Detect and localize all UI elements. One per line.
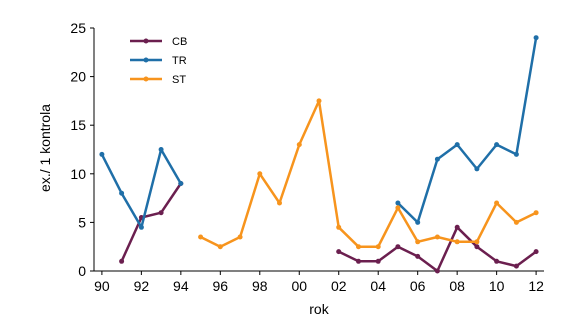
data-point-cb bbox=[474, 244, 480, 250]
legend-marker-st bbox=[143, 76, 149, 82]
y-tick-label: 5 bbox=[78, 214, 86, 230]
data-point-st bbox=[494, 200, 500, 206]
x-tick-label: 00 bbox=[291, 278, 307, 294]
data-point-cb bbox=[395, 244, 401, 250]
y-tick-label: 10 bbox=[70, 166, 86, 182]
data-point-tr bbox=[158, 147, 164, 152]
y-tick-label: 20 bbox=[70, 69, 86, 85]
data-point-st bbox=[395, 205, 401, 211]
data-point-tr bbox=[138, 224, 144, 230]
data-point-st bbox=[316, 98, 322, 104]
data-point-st bbox=[257, 171, 263, 177]
y-tick-label: 0 bbox=[78, 263, 86, 279]
data-point-st bbox=[434, 234, 440, 240]
data-point-cb bbox=[356, 258, 361, 264]
data-point-tr bbox=[533, 35, 539, 41]
y-tick-label: 25 bbox=[70, 20, 86, 36]
data-point-st bbox=[277, 200, 282, 206]
data-point-tr bbox=[395, 200, 401, 206]
x-tick-label: 06 bbox=[410, 278, 426, 294]
series-cb bbox=[119, 181, 539, 274]
series-line-tr bbox=[397, 37, 538, 224]
series-line-cb bbox=[338, 226, 537, 273]
data-point-tr bbox=[415, 219, 421, 225]
data-point-cb bbox=[375, 258, 381, 264]
data-point-st bbox=[198, 234, 204, 240]
data-point-st bbox=[513, 219, 519, 225]
x-tick-label: 90 bbox=[94, 278, 110, 294]
data-point-tr bbox=[434, 156, 440, 162]
data-point-tr bbox=[99, 151, 105, 157]
legend-label-st: ST bbox=[172, 74, 186, 86]
data-point-cb bbox=[494, 258, 500, 264]
series-tr bbox=[99, 35, 539, 230]
legend-marker-cb bbox=[143, 38, 149, 44]
x-tick-label: 02 bbox=[331, 278, 347, 294]
data-point-cb bbox=[336, 249, 342, 255]
series-line-st bbox=[200, 99, 537, 248]
data-point-cb bbox=[533, 249, 539, 255]
y-tick-label: 15 bbox=[70, 117, 86, 133]
data-point-cb bbox=[434, 268, 440, 274]
legend-item-st: ST bbox=[130, 74, 186, 86]
data-point-st bbox=[356, 244, 361, 250]
series-line-cb bbox=[120, 182, 182, 262]
x-tick-label: 96 bbox=[213, 278, 229, 294]
data-point-tr bbox=[454, 142, 460, 148]
data-point-st bbox=[296, 142, 302, 148]
data-point-st bbox=[415, 239, 421, 245]
legend: CB TR ST bbox=[130, 36, 187, 86]
x-tick-label: 04 bbox=[370, 278, 386, 294]
x-tick-label: 98 bbox=[252, 278, 268, 294]
y-axis-title: ex./ 1 kontrola bbox=[37, 104, 53, 192]
legend-label-cb: CB bbox=[172, 36, 187, 48]
data-point-cb bbox=[158, 210, 164, 216]
data-point-tr bbox=[474, 166, 480, 172]
data-point-st bbox=[474, 239, 480, 245]
series-layer bbox=[99, 35, 539, 274]
series-st bbox=[198, 98, 539, 250]
data-point-st bbox=[375, 244, 381, 250]
x-tick-label: 08 bbox=[449, 278, 465, 294]
legend-item-tr: TR bbox=[130, 55, 187, 67]
legend-marker-tr bbox=[143, 57, 149, 63]
data-point-cb bbox=[415, 253, 421, 259]
data-point-st bbox=[217, 244, 223, 250]
data-point-cb bbox=[513, 263, 519, 269]
x-tick-label: 94 bbox=[173, 278, 189, 294]
axes: 0 5 10 15 20 25 90 92 94 96 98 00 02 04 06 08 10 12 bbox=[70, 20, 544, 294]
data-point-tr bbox=[494, 142, 500, 148]
data-point-tr bbox=[119, 190, 125, 196]
x-tick-label: 10 bbox=[489, 278, 505, 294]
data-point-tr bbox=[178, 181, 184, 186]
legend-label-tr: TR bbox=[172, 55, 187, 67]
data-point-st bbox=[454, 239, 460, 245]
x-axis-title: rok bbox=[309, 301, 329, 317]
data-point-cb bbox=[119, 258, 125, 264]
data-point-st bbox=[336, 224, 342, 230]
legend-item-cb: CB bbox=[130, 36, 187, 48]
data-point-tr bbox=[513, 151, 519, 157]
data-point-cb bbox=[454, 224, 460, 230]
data-point-st bbox=[533, 210, 539, 216]
x-tick-label: 92 bbox=[134, 278, 150, 294]
x-tick-label: 12 bbox=[528, 278, 544, 294]
data-point-st bbox=[237, 234, 243, 240]
